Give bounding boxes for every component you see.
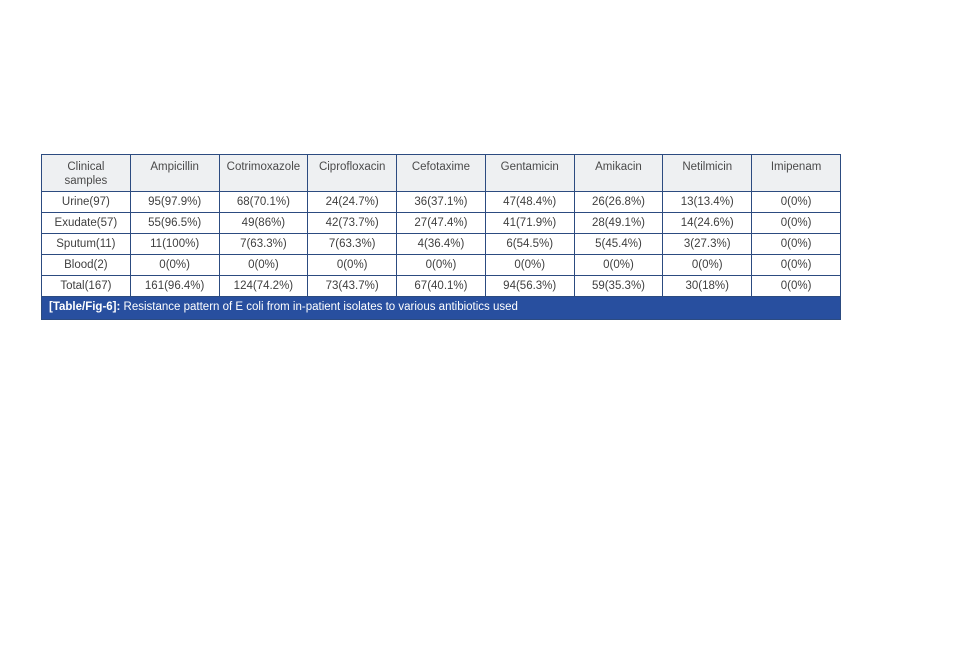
data-cell: 68(70.1%) — [218, 191, 309, 213]
data-cell: 0(0%) — [484, 254, 575, 276]
data-cell: 59(35.3%) — [573, 275, 664, 297]
data-cell: 0(0%) — [218, 254, 309, 276]
data-cell: 0(0%) — [307, 254, 398, 276]
row-label: Sputum(11) — [41, 233, 131, 255]
column-header-netilmicin: Netilmicin — [662, 154, 753, 192]
data-cell: 0(0%) — [129, 254, 220, 276]
column-header-cefotaxime: Cefotaxime — [396, 154, 486, 192]
header-row: Clinical samples Ampicillin Cotrimoxazol… — [41, 154, 841, 192]
data-cell: 55(96.5%) — [129, 212, 220, 234]
data-cell: 47(48.4%) — [484, 191, 575, 213]
table-row-sputum: Sputum(11) 11(100%) 7(63.3%) 7(63.3%) 4(… — [41, 233, 841, 255]
data-cell: 67(40.1%) — [396, 275, 486, 297]
data-cell: 0(0%) — [396, 254, 486, 276]
row-label: Exudate(57) — [41, 212, 131, 234]
data-cell: 3(27.3%) — [662, 233, 753, 255]
data-cell: 36(37.1%) — [396, 191, 486, 213]
data-cell: 0(0%) — [751, 191, 841, 213]
caption-label: [Table/Fig-6]: — [49, 301, 121, 313]
column-header-imipenam: Imipenam — [751, 154, 841, 192]
data-cell: 0(0%) — [751, 254, 841, 276]
data-cell: 124(74.2%) — [218, 275, 309, 297]
data-cell: 7(63.3%) — [218, 233, 309, 255]
data-cell: 27(47.4%) — [396, 212, 486, 234]
column-header-cotrimoxazole: Cotrimoxazole — [218, 154, 309, 192]
row-label: Urine(97) — [41, 191, 131, 213]
row-label: Total(167) — [41, 275, 131, 297]
data-cell: 6(54.5%) — [484, 233, 575, 255]
data-cell: 161(96.4%) — [129, 275, 220, 297]
table-row-blood: Blood(2) 0(0%) 0(0%) 0(0%) 0(0%) 0(0%) 0… — [41, 254, 841, 276]
data-cell: 95(97.9%) — [129, 191, 220, 213]
table-caption: [Table/Fig-6]: Resistance pattern of E c… — [41, 297, 841, 320]
data-cell: 30(18%) — [662, 275, 753, 297]
data-cell: 26(26.8%) — [573, 191, 664, 213]
data-cell: 13(13.4%) — [662, 191, 753, 213]
column-header-amikacin: Amikacin — [573, 154, 664, 192]
table-figure: Clinical samples Ampicillin Cotrimoxazol… — [41, 154, 841, 320]
column-header-clinical-samples: Clinical samples — [41, 154, 131, 192]
data-cell: 14(24.6%) — [662, 212, 753, 234]
data-cell: 41(71.9%) — [484, 212, 575, 234]
data-cell: 11(100%) — [129, 233, 220, 255]
data-cell: 49(86%) — [218, 212, 309, 234]
data-cell: 42(73.7%) — [307, 212, 398, 234]
data-cell: 0(0%) — [573, 254, 664, 276]
row-label: Blood(2) — [41, 254, 131, 276]
table-row-total: Total(167) 161(96.4%) 124(74.2%) 73(43.7… — [41, 275, 841, 297]
data-cell: 0(0%) — [751, 275, 841, 297]
data-cell: 0(0%) — [751, 233, 841, 255]
column-header-gentamicin: Gentamicin — [484, 154, 575, 192]
table-row-exudate: Exudate(57) 55(96.5%) 49(86%) 42(73.7%) … — [41, 212, 841, 234]
table-header: Clinical samples Ampicillin Cotrimoxazol… — [41, 154, 841, 192]
data-cell: 24(24.7%) — [307, 191, 398, 213]
results-table: Clinical samples Ampicillin Cotrimoxazol… — [41, 154, 841, 297]
data-cell: 4(36.4%) — [396, 233, 486, 255]
data-cell: 94(56.3%) — [484, 275, 575, 297]
data-cell: 28(49.1%) — [573, 212, 664, 234]
caption-text: Resistance pattern of E coli from in-pat… — [123, 301, 518, 313]
table-body: Urine(97) 95(97.9%) 68(70.1%) 24(24.7%) … — [41, 191, 841, 297]
data-cell: 0(0%) — [751, 212, 841, 234]
column-header-ampicillin: Ampicillin — [129, 154, 220, 192]
data-cell: 5(45.4%) — [573, 233, 664, 255]
column-header-ciprofloxacin: Ciprofloxacin — [307, 154, 398, 192]
data-cell: 7(63.3%) — [307, 233, 398, 255]
data-cell: 0(0%) — [662, 254, 753, 276]
table-row-urine: Urine(97) 95(97.9%) 68(70.1%) 24(24.7%) … — [41, 191, 841, 213]
data-cell: 73(43.7%) — [307, 275, 398, 297]
